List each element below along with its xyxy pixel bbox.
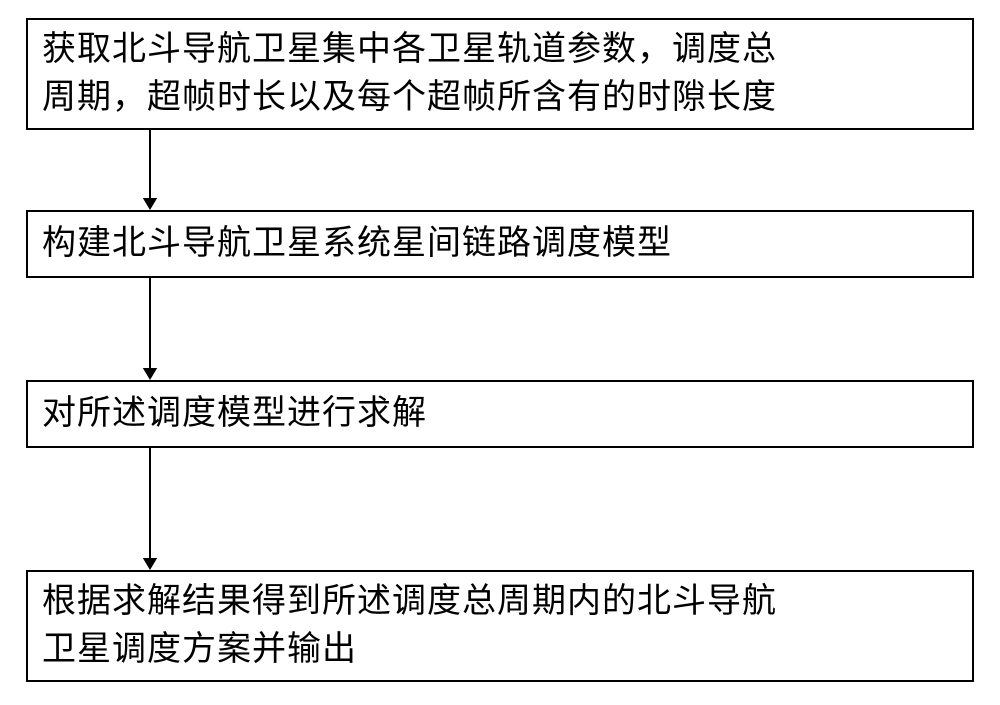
flow-node-text: 构建北斗导航卫星系统星间链路调度模型 xyxy=(42,220,672,268)
flow-arrow-2 xyxy=(135,278,165,380)
flow-node-text: 获取北斗导航卫星集中各卫星轨道参数，调度总 周期，超帧时长以及每个超帧所含有的时… xyxy=(42,26,777,121)
flow-node-text: 对所述调度模型进行求解 xyxy=(42,390,427,438)
flowchart-canvas: 获取北斗导航卫星集中各卫星轨道参数，调度总 周期，超帧时长以及每个超帧所含有的时… xyxy=(0,0,1000,705)
flow-node-n2: 构建北斗导航卫星系统星间链路调度模型 xyxy=(26,210,974,278)
flow-arrow-3 xyxy=(135,448,165,570)
flow-node-n4: 根据求解结果得到所述调度总周期内的北斗导航 卫星调度方案并输出 xyxy=(26,570,974,682)
flow-node-text: 根据求解结果得到所述调度总周期内的北斗导航 卫星调度方案并输出 xyxy=(42,578,777,673)
flow-node-n3: 对所述调度模型进行求解 xyxy=(26,380,974,448)
flow-arrow-1 xyxy=(135,130,165,210)
flow-node-n1: 获取北斗导航卫星集中各卫星轨道参数，调度总 周期，超帧时长以及每个超帧所含有的时… xyxy=(26,18,974,130)
